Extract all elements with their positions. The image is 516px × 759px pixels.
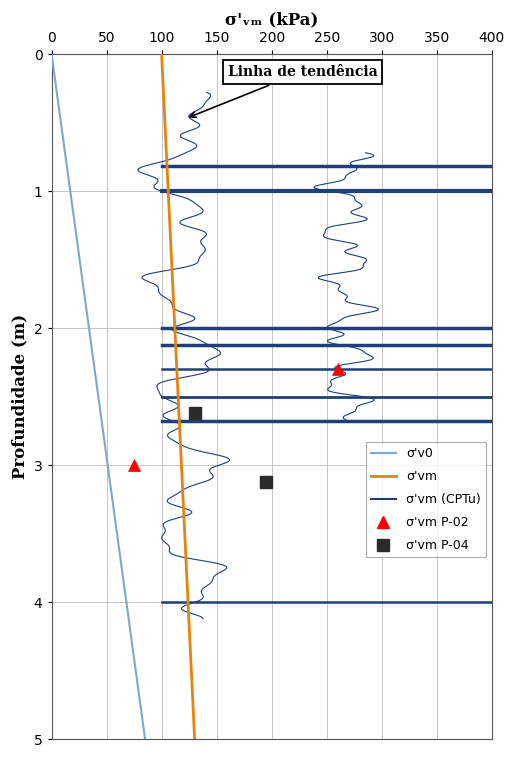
σ'v0 — [54, 91, 60, 100]
Line: σ'v0: σ'v0 — [52, 54, 145, 739]
σ'v0 — [137, 701, 143, 710]
Legend: σ'v0, σ'vm, σ'vm (CPTu), σ'vm P-02, σ'vm P-04: σ'v0, σ'vm, σ'vm (CPTu), σ'vm P-02, σ'vm… — [366, 442, 486, 557]
σ'v0 — [142, 735, 148, 744]
Text: Linha de tendência: Linha de tendência — [190, 65, 377, 118]
σ'v0 — [134, 676, 140, 685]
σ'v0 — [52, 77, 58, 87]
σ'v0 — [66, 177, 72, 186]
σ'v0 — [49, 49, 55, 58]
X-axis label: σ'ᵥₘ (kPa): σ'ᵥₘ (kPa) — [225, 11, 318, 28]
Y-axis label: Profundidade (m): Profundidade (m) — [11, 314, 28, 480]
σ'v0 — [73, 232, 79, 241]
